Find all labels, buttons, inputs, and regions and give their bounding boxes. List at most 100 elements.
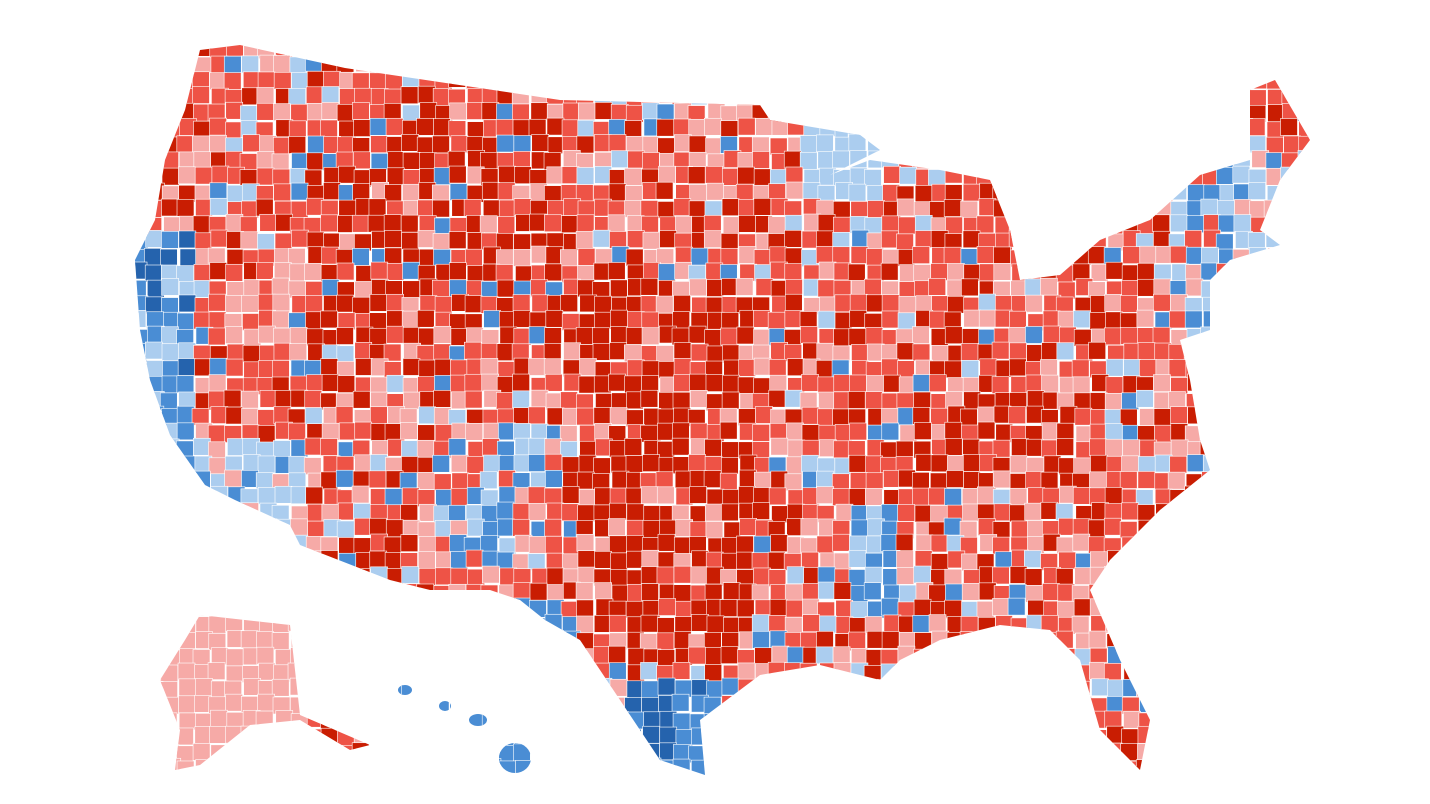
county (1025, 85, 1043, 104)
county (272, 310, 290, 329)
county (1282, 776, 1299, 793)
county (608, 662, 627, 681)
county (161, 87, 180, 106)
county (881, 294, 900, 313)
county (450, 567, 469, 586)
county (1123, 662, 1142, 681)
county (433, 390, 451, 408)
county (977, 406, 996, 425)
county (1216, 633, 1234, 652)
county (1232, 391, 1251, 409)
county (368, 648, 386, 667)
county (320, 550, 339, 568)
county (1298, 631, 1310, 650)
county (1105, 121, 1124, 139)
county (1296, 54, 1310, 73)
county (1057, 773, 1076, 775)
county (1251, 264, 1270, 283)
county (897, 504, 915, 522)
county (225, 581, 243, 600)
county (1282, 585, 1301, 604)
county (672, 391, 691, 410)
county (786, 71, 805, 90)
county (1121, 536, 1140, 555)
county (995, 45, 1013, 58)
county (944, 438, 963, 456)
county (1265, 503, 1284, 521)
county (658, 165, 676, 184)
county (1121, 45, 1139, 59)
county (593, 457, 611, 476)
county (691, 727, 709, 746)
county (177, 358, 196, 376)
county (147, 744, 166, 763)
county (368, 726, 386, 745)
county (655, 295, 674, 314)
county (1265, 518, 1284, 537)
county (1314, 200, 1331, 217)
county (819, 119, 838, 137)
county (866, 375, 884, 393)
county (320, 119, 338, 138)
county (1040, 198, 1058, 216)
county (466, 265, 485, 283)
county (592, 343, 611, 361)
county (225, 326, 243, 344)
county (943, 517, 962, 536)
county (769, 56, 788, 75)
county (945, 744, 963, 763)
county (1312, 695, 1329, 712)
county (530, 389, 549, 408)
county (147, 520, 165, 539)
county (209, 778, 226, 795)
county (703, 215, 722, 233)
county (784, 87, 803, 105)
county (722, 374, 740, 393)
county (976, 104, 995, 122)
county (240, 630, 259, 649)
county (1040, 134, 1059, 153)
county (674, 616, 693, 635)
county (671, 437, 690, 456)
county (498, 693, 517, 712)
county (1059, 215, 1078, 233)
county (1122, 647, 1141, 665)
county (162, 455, 181, 473)
county (339, 761, 358, 775)
county (609, 678, 628, 697)
county (433, 118, 451, 136)
county (914, 550, 933, 568)
county (672, 662, 691, 680)
county (513, 249, 531, 267)
county (1281, 614, 1299, 633)
county (353, 585, 371, 603)
county (417, 376, 435, 394)
county (135, 614, 148, 632)
county (1091, 182, 1110, 200)
county (208, 504, 226, 522)
county (1120, 582, 1138, 600)
county (1087, 102, 1106, 120)
county (945, 583, 963, 602)
county (1057, 694, 1075, 713)
county (898, 584, 917, 603)
county (400, 86, 419, 105)
county (288, 758, 307, 775)
county (1280, 358, 1298, 377)
county (1155, 774, 1173, 775)
county (1215, 89, 1234, 107)
county (1314, 407, 1331, 424)
county (1058, 551, 1076, 570)
county (1089, 471, 1107, 490)
county (513, 407, 531, 425)
county (929, 741, 947, 760)
county (1168, 359, 1187, 377)
county (576, 761, 595, 775)
county (897, 761, 915, 775)
county (1058, 457, 1077, 476)
county (272, 293, 291, 312)
county (1136, 71, 1154, 90)
county (801, 424, 820, 442)
county (1104, 423, 1123, 441)
county (355, 358, 373, 376)
